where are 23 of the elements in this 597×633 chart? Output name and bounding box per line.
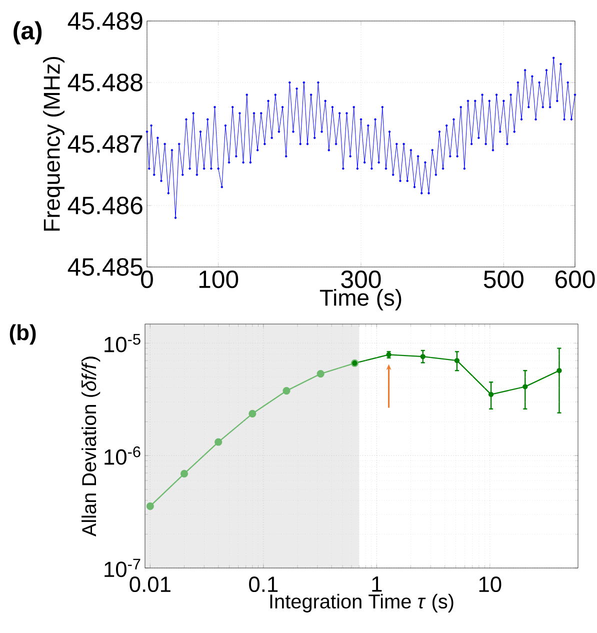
y-tick-label: 45.487 xyxy=(68,135,142,153)
x-tick-label: 500 xyxy=(484,270,524,288)
x-tick-label: 1 xyxy=(372,576,382,592)
x-tick-label: 600 xyxy=(555,270,595,288)
y-tick-label: 10$^{-6}$ xyxy=(104,446,140,465)
text: (b) xyxy=(10,324,36,345)
x-tick-label: 0.1 xyxy=(249,576,278,592)
y-tick-label: 45.489 xyxy=(68,12,142,30)
y-axis-title: Frequency (MHz) xyxy=(43,56,64,231)
y-tick-label: 45.488 xyxy=(68,74,142,92)
y-tick-label: 10$^{-7}$ xyxy=(104,558,140,578)
x-tick-label: 0 xyxy=(141,270,153,288)
y-tick-label: 45.485 xyxy=(68,258,142,276)
x-tick-label: 10 xyxy=(479,576,502,592)
x-tick-label: 300 xyxy=(341,270,381,288)
text: (a) xyxy=(14,21,42,44)
x-axis-title: Time (s) xyxy=(320,288,402,310)
y-axis-title: Allan Deviation (δf/f) xyxy=(82,356,100,537)
y-tick-label: 10$^{-5}$ xyxy=(104,334,140,352)
x-tick-label: 0.01 xyxy=(130,576,170,592)
x-axis-title: Integration Time τ (s) xyxy=(270,594,454,612)
x-tick-label: 100 xyxy=(199,270,238,288)
y-tick-label: 45.486 xyxy=(68,196,142,214)
